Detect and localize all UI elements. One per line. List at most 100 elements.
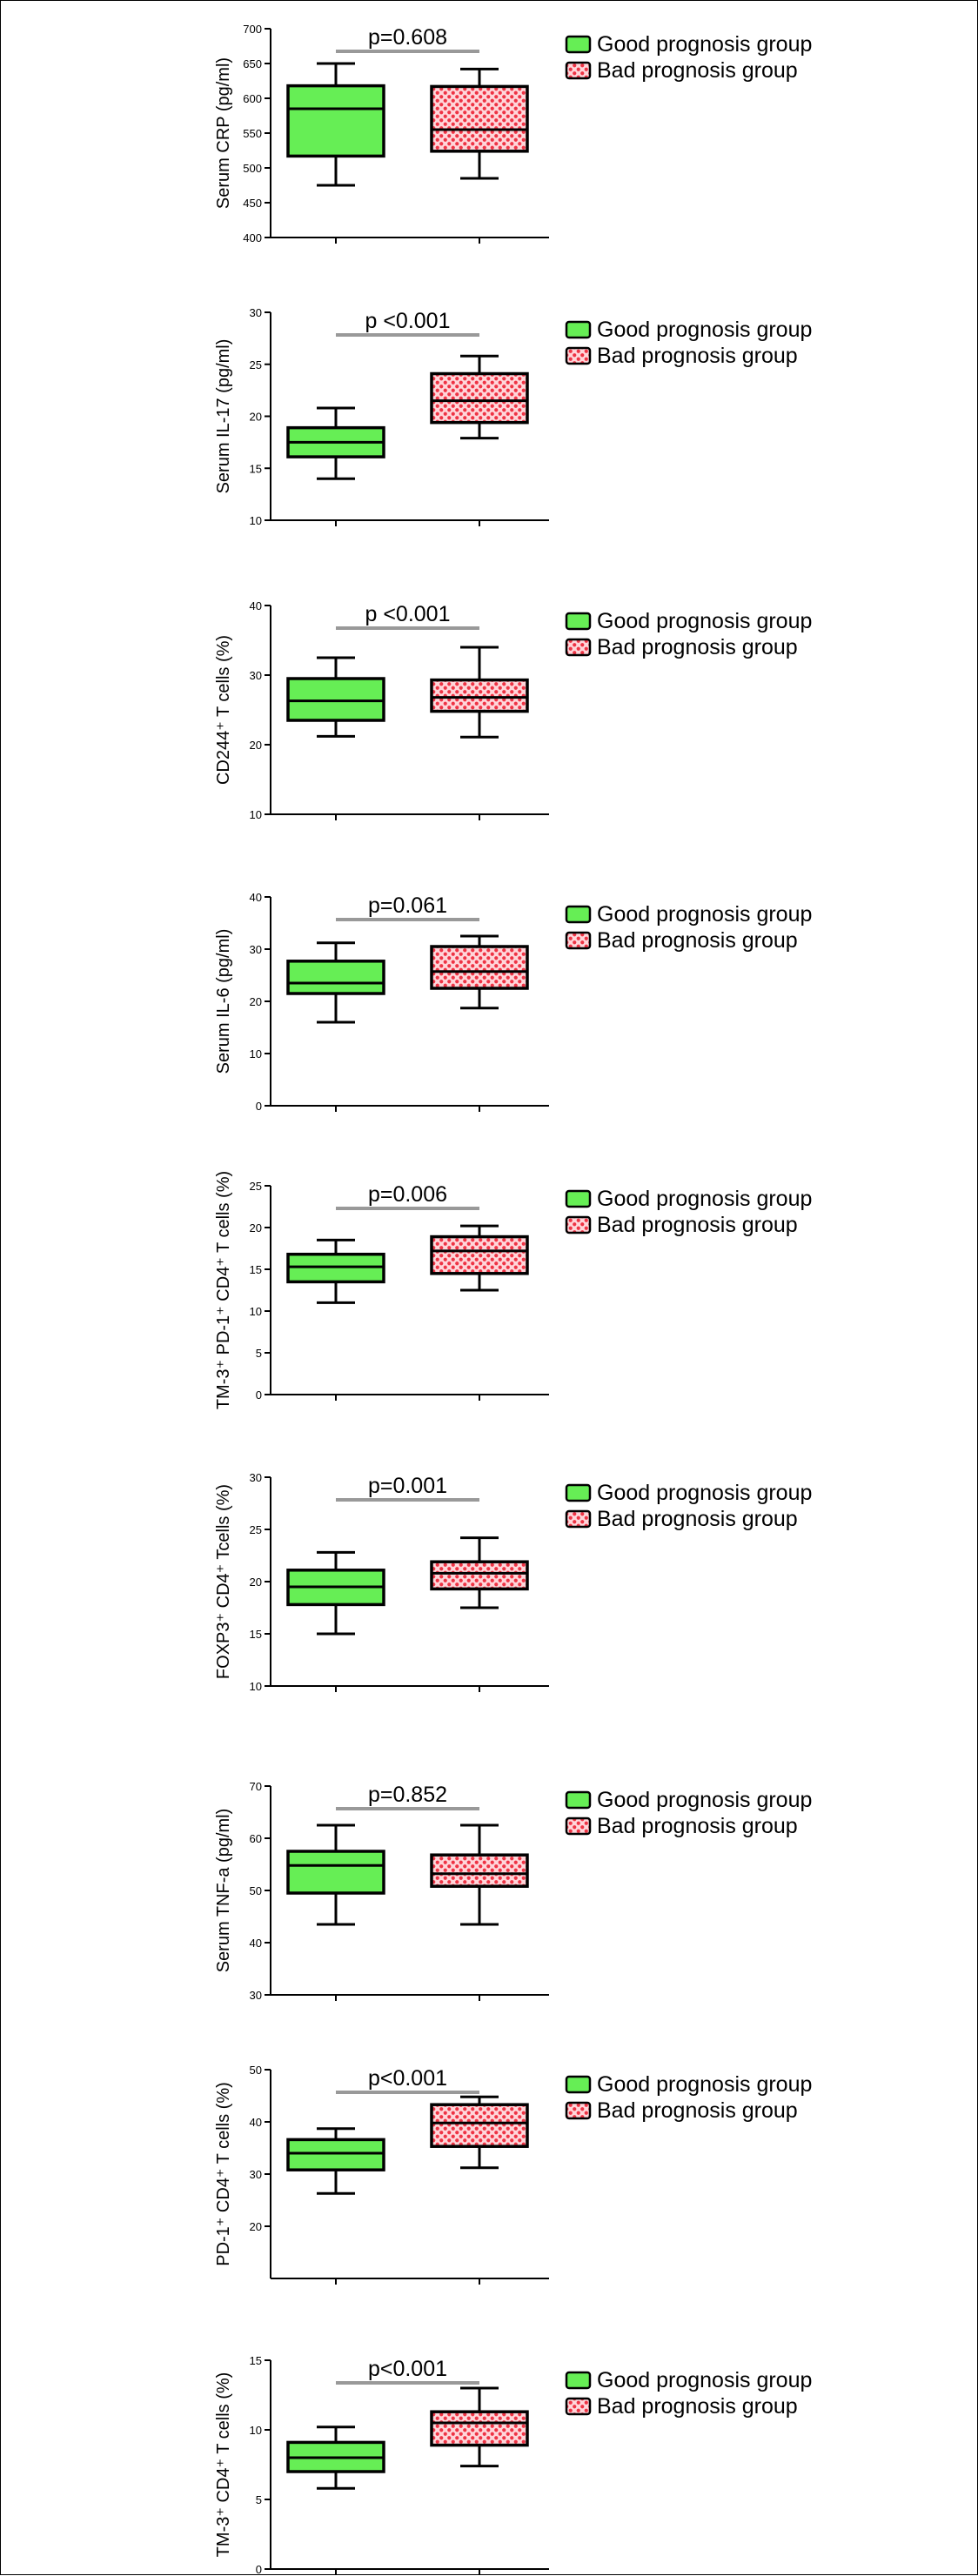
bad-prognosis-box <box>430 1536 529 1609</box>
p-value-label: p=0.061 <box>368 893 447 918</box>
y-tick-label: 20 <box>250 411 262 424</box>
chart-panel-7: 30 40 50 60 70 Serum TNF-a (pg/ml) p=0.852 Good… <box>214 1780 812 2002</box>
legend-label-bad: Bad prognosis group <box>597 1213 798 1237</box>
legend-swatch-bad <box>565 1509 592 1529</box>
iqr-box <box>430 2103 529 2148</box>
legend-label-good: Good prognosis group <box>597 2072 812 2097</box>
p-value-label: p <0.001 <box>365 602 450 626</box>
y-tick-label: 30 <box>250 943 262 956</box>
y-tick-label: 20 <box>250 995 262 1008</box>
legend-swatch-bad <box>565 61 592 80</box>
chart-panel-2: 10 15 20 25 30 Serum IL-17 (pg/ml) p <0.001 Goo… <box>214 306 812 527</box>
p-value-label: p=0.852 <box>368 1783 447 1807</box>
y-tick-label: 0 <box>256 1100 262 1113</box>
bad-prognosis-box <box>430 67 529 180</box>
p-value-label: p=0.001 <box>368 1474 447 1498</box>
legend-swatch-good <box>565 35 592 54</box>
y-axis-label: TM-3⁺ PD-1⁺ CD4⁺ T cells (%) <box>214 1171 233 1409</box>
bad-prognosis-box <box>430 2386 529 2468</box>
legend-swatch-good <box>565 320 592 339</box>
y-tick-label: 550 <box>243 127 262 140</box>
good-prognosis-box <box>286 1550 385 1636</box>
legend-swatch-bad <box>565 2397 592 2416</box>
good-prognosis-box <box>286 656 385 738</box>
y-tick-label: 5 <box>256 1347 262 1360</box>
y-tick-label: 15 <box>250 1263 262 1276</box>
legend-label-good: Good prognosis group <box>597 1187 812 1211</box>
y-tick-label: 25 <box>250 1523 262 1536</box>
y-tick-label: 50 <box>250 1884 262 1897</box>
good-prognosis-box <box>286 941 385 1024</box>
legend-swatch-bad <box>565 638 592 657</box>
p-value-label: p<0.001 <box>368 2066 447 2091</box>
y-tick-label: 25 <box>250 358 262 371</box>
legend-label-bad: Bad prognosis group <box>597 58 798 83</box>
chart-panel-3: 10 20 30 40 CD244⁺ T cells (%) p <0.001 Good p… <box>214 599 812 821</box>
y-tick-label: 500 <box>243 162 262 175</box>
iqr-box <box>430 1560 529 1591</box>
y-tick-label: 15 <box>250 1628 262 1641</box>
legend-swatch-good <box>565 2371 592 2390</box>
chart-panel-4: 0 10 20 30 40 Serum IL-6 (pg/ml) p=0.061 Good p… <box>214 891 812 1113</box>
legend-label-bad: Bad prognosis group <box>597 344 798 368</box>
y-tick-label: 60 <box>250 1832 262 1845</box>
good-prognosis-box <box>286 2127 385 2195</box>
iqr-box <box>430 678 529 713</box>
legend-swatch-bad <box>565 346 592 365</box>
good-prognosis-box <box>286 1823 385 1926</box>
y-tick-label: 30 <box>250 1471 262 1484</box>
y-tick-label: 20 <box>250 739 262 752</box>
y-tick-label: 400 <box>243 231 262 244</box>
bad-prognosis-box <box>430 646 529 739</box>
y-tick-label: 700 <box>243 23 262 36</box>
y-tick-label: 20 <box>250 1221 262 1234</box>
p-value-label: p=0.006 <box>368 1182 447 1207</box>
chart-panel-8: 20 30 40 50 PD-1⁺ CD4⁺ T cells (%) p<0.001 Goo… <box>214 2064 812 2285</box>
legend-swatch-good <box>565 905 592 924</box>
iqr-box <box>430 1234 529 1275</box>
bad-prognosis-box <box>430 934 529 1010</box>
legend-label-good: Good prognosis group <box>597 1481 812 1505</box>
legend-label-bad: Bad prognosis group <box>597 635 798 659</box>
y-tick-label: 10 <box>250 808 262 821</box>
bad-prognosis-box <box>430 1224 529 1292</box>
legend-swatch-bad <box>565 931 592 950</box>
y-tick-label: 20 <box>250 1576 262 1589</box>
good-prognosis-box <box>286 1238 385 1304</box>
y-tick-label: 25 <box>250 1180 262 1193</box>
bad-prognosis-box <box>430 1823 529 1926</box>
y-tick-label: 50 <box>250 2064 262 2077</box>
p-value-label: p <0.001 <box>365 309 450 333</box>
legend-swatch-bad <box>565 1817 592 1836</box>
good-prognosis-box <box>286 2425 385 2490</box>
y-tick-label: 650 <box>243 57 262 70</box>
p-value-label: p=0.608 <box>368 25 447 50</box>
legend-label-good: Good prognosis group <box>597 318 812 342</box>
y-tick-label: 10 <box>250 1305 262 1318</box>
legend-label-bad: Bad prognosis group <box>597 1814 798 1838</box>
y-tick-label: 0 <box>256 2563 262 2576</box>
y-tick-label: 10 <box>250 1047 262 1061</box>
iqr-box <box>430 2410 529 2447</box>
y-axis-label: Serum CRP (pg/ml) <box>214 57 233 209</box>
chart-panel-9: 0 5 10 15 TM-3⁺ CD4⁺ T cells (%) p<0.001 Good … <box>214 2354 812 2576</box>
chart-panel-6: 10 15 20 25 30 FOXP3⁺ CD4⁺ Tcells (%) p=0.001 G… <box>214 1471 812 1693</box>
legend-swatch-good <box>565 612 592 631</box>
y-tick-label: 450 <box>243 197 262 210</box>
chart-panel-1: 400 450 500 550 600 650 700 Serum CRP (pg/ml) p=… <box>214 23 812 244</box>
iqr-box <box>430 1853 529 1888</box>
legend-swatch-good <box>565 1790 592 1810</box>
legend-swatch-good <box>565 1189 592 1208</box>
legend-label-good: Good prognosis group <box>597 1788 812 1812</box>
y-tick-label: 10 <box>250 514 262 527</box>
y-axis-label: TM-3⁺ CD4⁺ T cells (%) <box>214 2372 233 2558</box>
y-tick-label: 10 <box>250 1680 262 1693</box>
